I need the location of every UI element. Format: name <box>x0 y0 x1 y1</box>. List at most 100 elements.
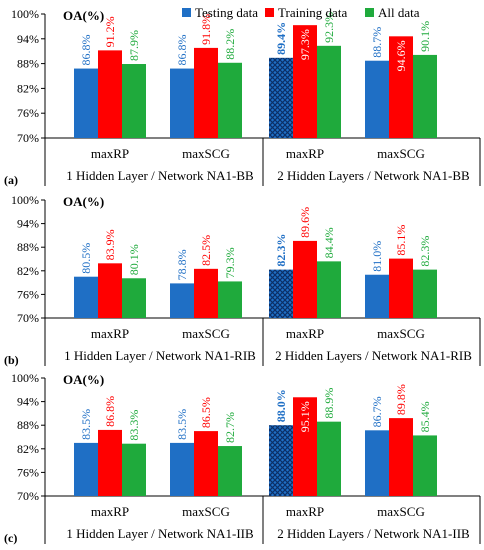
bar-value-label: 88.0% <box>274 389 288 422</box>
x-tick-label: maxSCG <box>377 504 425 519</box>
chart-panel-1: 70% 76% 82% 88% 94% 100% OA(%) 86.8% 91.2% 87.9% m… <box>4 7 481 187</box>
legend: Testing data Training data All data <box>182 5 420 20</box>
bar-value-label: 88.7% <box>370 27 384 58</box>
y-tick-label: 70% <box>17 131 39 145</box>
bar-all-data <box>218 281 242 318</box>
y-tick-label: 70% <box>17 489 39 503</box>
bar-all-data <box>218 446 242 496</box>
bar-value-label: 86.8% <box>79 35 93 66</box>
bar-value-label: 82.3% <box>418 236 432 267</box>
chart-title: OA(%) <box>63 8 104 23</box>
bar-value-label: 91.2% <box>103 16 117 47</box>
y-tick-label: 94% <box>17 32 39 46</box>
bar-all-data <box>413 435 437 496</box>
bar-value-label: 97.3% <box>298 29 312 60</box>
y-tick-label: 70% <box>17 311 39 325</box>
group-label: 2 Hidden Layers / Network NA1-IIB <box>277 526 470 541</box>
bar-training-data <box>98 429 122 496</box>
x-tick-label: maxSCG <box>377 146 425 161</box>
bar-value-label: 88.9% <box>322 388 336 419</box>
bar-training-data <box>194 431 218 496</box>
bar-testing-data <box>74 68 98 138</box>
x-tick-label: maxSCG <box>182 504 230 519</box>
panel-label: (a) <box>4 173 18 187</box>
chart-panel-3: 70% 76% 82% 88% 94% 100% OA(%) 83.5% 86.8% 83.3% m… <box>4 371 481 545</box>
group-label: 2 Hidden Layers / Network NA1-BB <box>277 168 470 183</box>
bar-value-label: 91.8% <box>199 14 213 45</box>
y-tick-label: 76% <box>17 106 39 120</box>
y-tick-label: 82% <box>17 81 39 95</box>
bar-testing-data <box>365 430 389 496</box>
bar-value-label: 89.8% <box>394 384 408 415</box>
chart-panel-2: 70% 76% 82% 88% 94% 100% OA(%) 80.5% 83.9% 80.1% m… <box>4 193 481 367</box>
y-tick-label: 76% <box>17 465 39 479</box>
bar-value-label: 82.7% <box>223 412 237 443</box>
legend-label: Testing data <box>195 5 258 20</box>
bar-value-label: 86.7% <box>370 396 384 427</box>
y-tick-label: 82% <box>17 442 39 456</box>
bar-testing-data <box>365 60 389 138</box>
bar-value-label: 85.4% <box>418 401 432 432</box>
bar-value-label: 92.3% <box>322 12 336 43</box>
bar-value-label: 94.6% <box>394 40 408 71</box>
y-tick-label: 88% <box>17 240 39 254</box>
bar-value-label: 89.6% <box>298 207 312 238</box>
bar-value-label: 83.9% <box>103 229 117 260</box>
bar-value-label: 81.0% <box>370 241 384 272</box>
bar-all-data <box>218 62 242 139</box>
bar-training-data <box>389 36 413 138</box>
bar-training-data <box>293 25 317 138</box>
bar-all-data <box>122 64 146 138</box>
bar-testing-data <box>269 269 293 318</box>
bar-value-label: 86.8% <box>103 396 117 427</box>
legend-swatch <box>182 8 191 17</box>
bar-training-data <box>389 258 413 318</box>
x-tick-label: maxSCG <box>182 146 230 161</box>
x-tick-label: maxRP <box>91 146 129 161</box>
bar-all-data <box>317 45 341 138</box>
bar-value-label: 83.5% <box>175 409 189 440</box>
bar-value-label: 82.5% <box>199 235 213 266</box>
x-tick-label: maxRP <box>286 146 324 161</box>
bar-value-label: 86.5% <box>199 397 213 428</box>
bar-value-label: 82.3% <box>274 234 288 267</box>
bar-testing-data <box>170 442 194 496</box>
x-tick-label: maxRP <box>286 504 324 519</box>
bar-training-data <box>389 418 413 496</box>
x-tick-label: maxSCG <box>377 326 425 341</box>
bar-value-label: 80.5% <box>79 243 93 274</box>
bar-all-data <box>122 443 146 496</box>
bar-value-label: 84.4% <box>322 227 336 258</box>
panel-label: (c) <box>4 531 17 545</box>
bar-value-label: 89.4% <box>274 22 288 55</box>
chart-title: OA(%) <box>63 194 104 209</box>
bar-value-label: 80.1% <box>127 244 141 275</box>
y-tick-label: 82% <box>17 264 39 278</box>
group-label: 1 Hidden Layer / Network NA1-BB <box>66 168 254 183</box>
x-tick-label: maxSCG <box>182 326 230 341</box>
bar-value-label: 79.3% <box>223 247 237 278</box>
bar-training-data <box>293 397 317 496</box>
legend-swatch <box>365 8 374 17</box>
group-label: 1 Hidden Layer / Network NA1-RIB <box>64 348 256 363</box>
y-tick-label: 88% <box>17 57 39 71</box>
bar-testing-data <box>269 425 293 496</box>
bar-training-data <box>98 263 122 318</box>
bar-all-data <box>317 261 341 318</box>
bar-testing-data <box>365 274 389 318</box>
bar-all-data <box>317 421 341 496</box>
bar-testing-data <box>74 276 98 318</box>
bar-all-data <box>122 278 146 318</box>
bar-all-data <box>413 54 437 138</box>
bar-training-data <box>194 47 218 138</box>
group-label: 2 Hidden Layers / Network NA1-RIB <box>275 348 472 363</box>
bar-training-data <box>98 50 122 138</box>
y-tick-label: 100% <box>11 371 39 385</box>
y-tick-label: 100% <box>11 7 39 21</box>
legend-label: All data <box>378 5 420 20</box>
bar-training-data <box>293 240 317 318</box>
bar-value-label: 90.1% <box>418 21 432 52</box>
y-tick-label: 94% <box>17 395 39 409</box>
group-label: 1 Hidden Layer / Network NA1-IIB <box>66 526 254 541</box>
